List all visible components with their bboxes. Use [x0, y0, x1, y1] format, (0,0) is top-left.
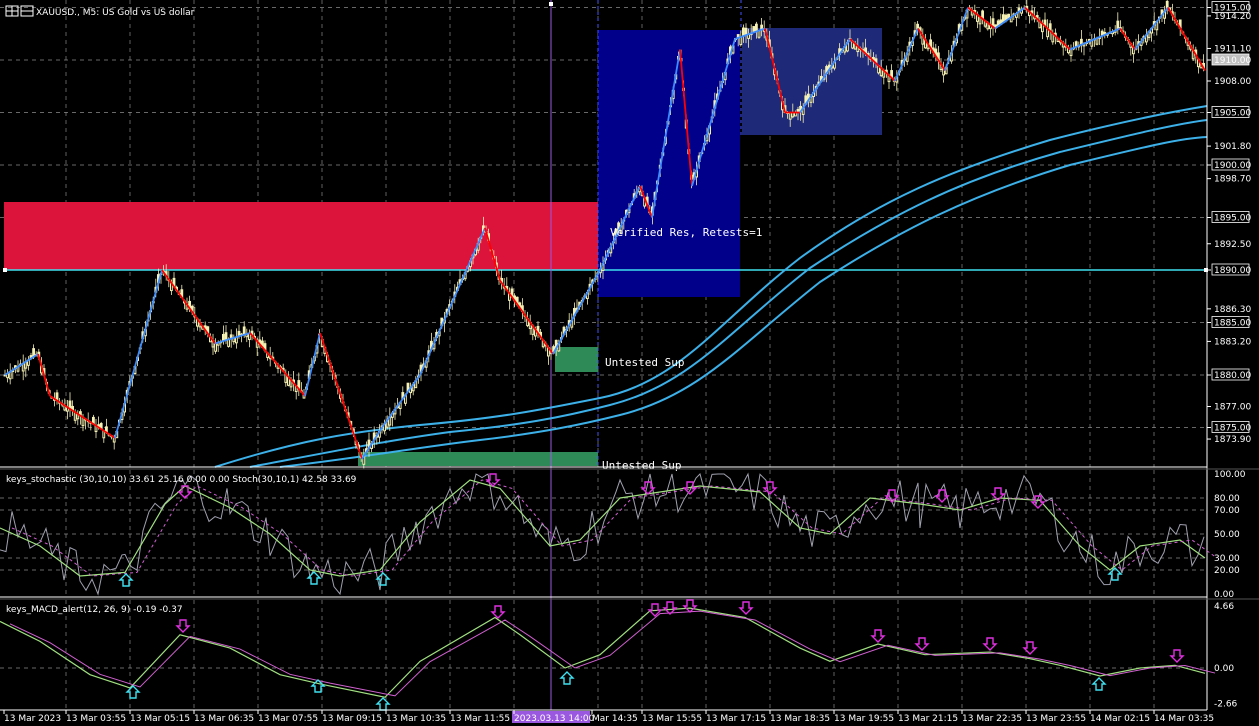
- price-label: 1914.20: [1214, 12, 1251, 22]
- price-label: 1892.50: [1214, 240, 1251, 250]
- price-label: 1883.20: [1214, 337, 1251, 347]
- untested-sup-label-1: Untested Sup: [605, 356, 684, 369]
- price-label: 1900.00: [1214, 161, 1251, 171]
- time-label: 13 Mar 22:35: [962, 714, 1022, 724]
- macd-level-label: 0.00: [1214, 664, 1234, 674]
- macd-axis: 4.66 0.00 -2.66: [1214, 602, 1238, 709]
- verified-res-label: Verified Res, Retests=1: [610, 226, 762, 239]
- price-label: 1875.00: [1214, 424, 1251, 434]
- price-label: 1873.90: [1214, 435, 1251, 445]
- price-label: 1915.00: [1214, 4, 1251, 14]
- stochastic-lines: [0, 472, 1218, 596]
- blue-range-box[interactable]: [598, 30, 740, 297]
- stoch-level-label: 80.00: [1214, 494, 1240, 504]
- time-label: 13 Mar 17:15: [706, 714, 766, 724]
- stochastic-title: keys_stochastic (30,10,10) 33.61 25.16 0…: [6, 475, 357, 485]
- symbol-info: XAUUSD., M5: US Gold vs US dollar: [36, 8, 195, 18]
- time-label: 13 Mar 23:55: [1026, 714, 1086, 724]
- stoch-level-label: 70.00: [1214, 506, 1240, 516]
- stoch-level-label: 50.00: [1214, 530, 1240, 540]
- price-label: 1890.00: [1214, 266, 1251, 276]
- time-label: 2023.03.13 14:00: [514, 714, 595, 724]
- time-label: 13 Mar 07:55: [258, 714, 318, 724]
- price-label: 1908.00: [1214, 77, 1251, 87]
- time-label: 13 Mar 11:55: [450, 714, 510, 724]
- time-label: 13 Mar 18:35: [770, 714, 830, 724]
- time-label: 13 Mar 15:55: [642, 714, 702, 724]
- price-label: 1901.80: [1214, 142, 1251, 152]
- price-label: 1880.00: [1214, 371, 1251, 381]
- time-label: 14 Mar 03:35: [1154, 714, 1214, 724]
- price-label: 1905.00: [1214, 109, 1251, 119]
- time-label: 13 Mar 19:55: [834, 714, 894, 724]
- stochastic-arrows: [118, 473, 1123, 587]
- time-label: 13 Mar 10:35: [386, 714, 446, 724]
- stoch-level-label: 20.00: [1214, 566, 1240, 576]
- zigzag-indicator: [4, 6, 1206, 460]
- chart-window-icon[interactable]: [5, 5, 34, 17]
- stoch-level-label: 0.00: [1214, 590, 1234, 600]
- price-label: 1898.70: [1214, 175, 1251, 185]
- price-label: 1910.00: [1214, 56, 1251, 66]
- stoch-level-label: 30.00: [1214, 554, 1240, 564]
- time-label: Mar 14:35: [592, 714, 638, 724]
- time-label: 14 Mar 02:15: [1090, 714, 1150, 724]
- support-zone-2[interactable]: [358, 452, 598, 466]
- macd-grid: [0, 600, 1207, 709]
- stochastic-axis: 100.00 80.00 70.00 50.00 30.00 20.00 0.00: [1214, 470, 1246, 600]
- time-label: 13 Mar 09:15: [322, 714, 382, 724]
- price-label: 1886.30: [1214, 305, 1251, 315]
- macd-level-label: -2.66: [1214, 699, 1238, 709]
- resistance-zone[interactable]: [4, 202, 598, 270]
- time-label: 13 Mar 03:55: [66, 714, 126, 724]
- stoch-level-label: 100.00: [1214, 470, 1246, 480]
- macd-title: keys_MACD_alert(12, 26, 9) -0.19 -0.37: [6, 605, 183, 615]
- moving-average-lines: [214, 105, 1208, 468]
- time-label: 13 Mar 05:15: [130, 714, 190, 724]
- support-zone-1[interactable]: [555, 347, 598, 372]
- time-label: 13 Mar 2023: [4, 714, 61, 724]
- time-label: 13 Mar 21:15: [898, 714, 958, 724]
- price-label: 1877.00: [1214, 403, 1251, 413]
- time-axis[interactable]: 13 Mar 2023 13 Mar 03:55 13 Mar 05:15 13 Ma…: [3, 710, 1214, 724]
- macd-lines: [0, 607, 1216, 698]
- macd-level-label: 4.66: [1214, 602, 1234, 612]
- price-label: 1895.00: [1214, 214, 1251, 224]
- navy-range-box[interactable]: [742, 28, 882, 135]
- price-label: 1885.00: [1214, 319, 1251, 329]
- price-label: 1911.10: [1214, 44, 1251, 54]
- time-label: 13 Mar 06:35: [194, 714, 254, 724]
